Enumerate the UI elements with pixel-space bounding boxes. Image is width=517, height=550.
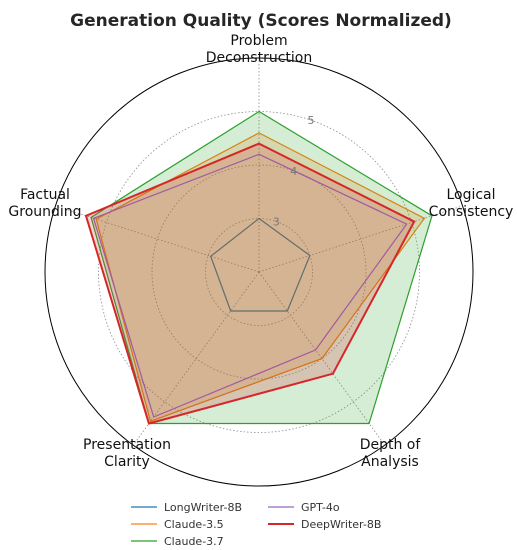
grid-circle-2 <box>151 164 367 380</box>
axis-label-line: Problem <box>230 33 287 49</box>
axis-spoke-2 <box>258 205 463 273</box>
radar-grid <box>44 57 474 487</box>
axis-label-line: Depth of <box>360 437 422 453</box>
legend-label-gpt-4o: GPT-4o <box>301 501 340 514</box>
axis-label-5: Factual Grounding <box>8 187 81 220</box>
series-deepwriter-8b <box>84 142 416 425</box>
axis-spoke-3 <box>258 271 386 446</box>
axis-label-line: Clarity <box>104 454 150 470</box>
axis-label-line: Logical <box>446 187 495 203</box>
outer-frame <box>44 57 474 487</box>
tick-label-3: 5 <box>308 114 315 127</box>
axis-label-1: Problem Deconstruction <box>206 33 312 66</box>
legend: LongWriter-8B Claude-3.5 Claude-3.7 GPT-4o D… <box>131 501 381 548</box>
series-longwriter-8b <box>209 217 311 312</box>
axis-label-line: Factual <box>20 187 70 203</box>
tick-label-1: 3 <box>273 215 280 228</box>
axis-spoke-4 <box>132 271 260 446</box>
chart-title: Generation Quality (Scores Normalized) <box>70 11 452 31</box>
grid-circle-1 <box>205 218 313 326</box>
axis-label-4: Presentation Clarity <box>83 437 171 470</box>
radar-series <box>84 110 433 425</box>
tick-label-2: 4 <box>290 165 297 178</box>
axis-spoke-5 <box>55 205 260 273</box>
legend-label-longwriter-8b: LongWriter-8B <box>164 501 242 514</box>
axis-label-line: Grounding <box>8 204 81 220</box>
series-claude-3-7 <box>90 110 433 425</box>
axis-label-line: Deconstruction <box>206 50 312 66</box>
legend-label-claude-3-7: Claude-3.7 <box>164 535 224 548</box>
series-claude-3-5 <box>95 132 426 423</box>
axis-labels: Problem Deconstruction Logical Consistency D… <box>8 33 513 470</box>
radial-ticks: 3 4 5 <box>273 114 315 228</box>
series-gpt-4o <box>92 153 408 418</box>
axis-label-line: Presentation <box>83 437 171 453</box>
axis-label-2: Logical Consistency <box>429 187 514 220</box>
axis-label-3: Depth of Analysis <box>360 437 422 470</box>
legend-label-deepwriter-8b: DeepWriter-8B <box>301 518 381 531</box>
axis-label-line: Analysis <box>361 454 419 470</box>
legend-label-claude-3-5: Claude-3.5 <box>164 518 224 531</box>
axis-label-line: Consistency <box>429 204 514 220</box>
